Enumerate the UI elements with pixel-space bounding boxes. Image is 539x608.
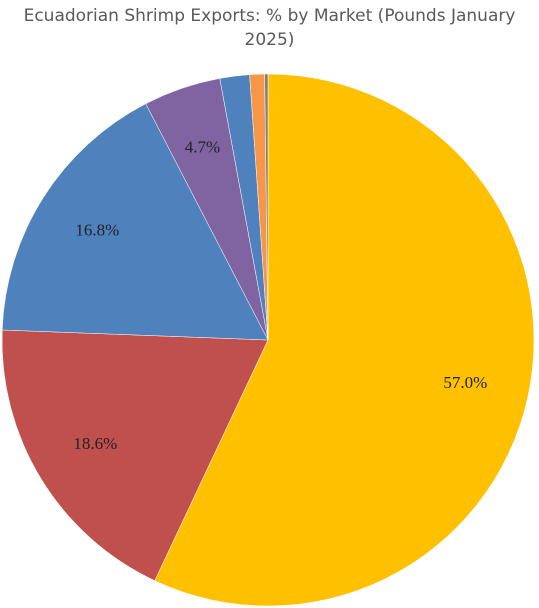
- data-label: 18.6%: [73, 434, 117, 453]
- data-label: 16.8%: [75, 221, 119, 240]
- chart-title: Ecuadorian Shrimp Exports: % by Market (…: [23, 6, 516, 50]
- data-label: 4.7%: [185, 138, 220, 157]
- pie-slice: [264, 73, 269, 341]
- pie-slice: [154, 73, 535, 607]
- data-label: 57.0%: [443, 373, 487, 392]
- pie-slice: [1, 329, 269, 582]
- pie-slice: [1, 103, 269, 341]
